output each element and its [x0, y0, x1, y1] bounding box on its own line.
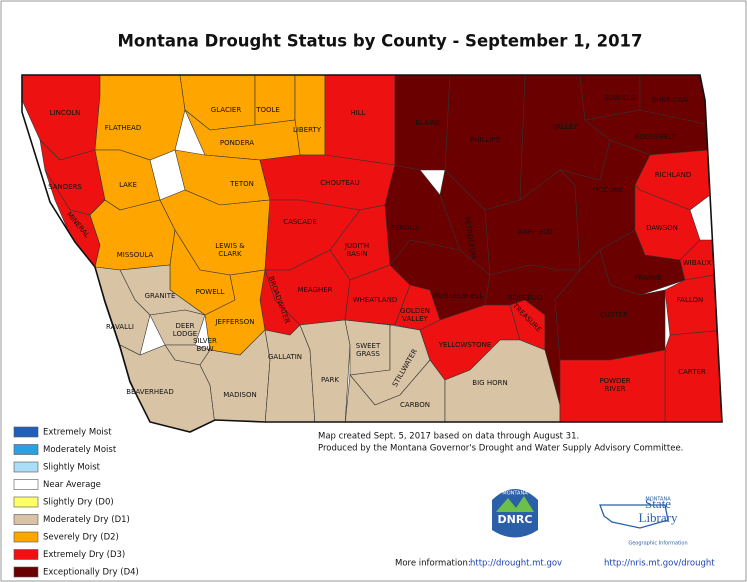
- county-label: GALLATIN: [268, 353, 302, 361]
- county-label: LIBERTY: [293, 126, 322, 134]
- logo-text: State Library: [639, 496, 678, 525]
- county-label: POWDER RIVER: [599, 377, 630, 393]
- map-title: Montana Drought Status by County - Septe…: [117, 32, 642, 51]
- county-label: POWELL: [196, 288, 225, 296]
- county-label: BLAINE: [415, 119, 440, 127]
- county-label: LEWIS & CLARK: [215, 242, 245, 258]
- legend-swatch: [13, 444, 39, 455]
- county-label: RAVALLI: [106, 323, 134, 331]
- county: [324, 75, 396, 166]
- logo-text: MONTANA: [502, 491, 528, 497]
- state-outline: [21, 74, 723, 433]
- note: Produced by the Montana Governor's Droug…: [318, 444, 683, 454]
- county-label: MUSSELSHELL: [433, 292, 483, 300]
- legend-swatch: [13, 426, 39, 438]
- legend-label: Exceptionally Dry (D4): [43, 568, 139, 578]
- county-label: ROOSEVELT: [634, 133, 676, 141]
- legend-label: Near Average: [43, 480, 101, 490]
- county-label: GARFIELD: [518, 228, 553, 236]
- legend-label: Severely Dry (D2): [43, 533, 119, 543]
- county-label: YELLOWSTONE: [438, 341, 492, 349]
- county-label: BIG HORN: [472, 379, 507, 387]
- county-label: JUDITH BASIN: [344, 242, 369, 258]
- county-label: JEFFERSON: [214, 318, 254, 326]
- more-info-label: More information:: [395, 559, 471, 569]
- county-label: TETON: [229, 180, 254, 188]
- legend-swatch: [13, 514, 39, 525]
- legend-label: Slightly Dry (D0): [43, 498, 114, 508]
- legend-swatch: [13, 479, 39, 490]
- legend-label: Extremely Moist: [43, 428, 112, 438]
- legend-swatch: [13, 549, 39, 560]
- legend-swatch: [13, 531, 39, 543]
- link[interactable]: http://drought.mt.gov: [470, 559, 562, 569]
- logo-text: Geographic Information: [628, 541, 687, 547]
- legend-label: Moderately Dry (D1): [43, 515, 130, 525]
- county-label: WIBAUX: [683, 259, 712, 267]
- county: [384, 164, 461, 266]
- county-label: CARBON: [400, 401, 430, 409]
- county-label: SILVER BOW: [193, 337, 217, 353]
- legend-label: Extremely Dry (D3): [43, 550, 125, 560]
- county-label: DEER LODGE: [173, 322, 197, 338]
- county-label: PRAIRIE: [634, 274, 661, 282]
- county-label: HILL: [350, 109, 365, 117]
- legend: Extremely Moist Moderately Moist Slightly …: [13, 426, 139, 578]
- county-label: LINCOLN: [50, 109, 81, 117]
- legend-swatch: [13, 461, 39, 473]
- county-label: LAKE: [119, 181, 137, 189]
- legend-label: Moderately Moist: [43, 445, 117, 455]
- county: [254, 75, 296, 126]
- county-label: MISSOULA: [117, 251, 154, 259]
- county-label: MCCONE: [593, 186, 624, 194]
- county-label: ROSEBUD: [508, 294, 543, 302]
- county-label: PONDERA: [220, 139, 254, 147]
- dnrc-logo: MONTANA DNRC: [492, 489, 538, 538]
- county-label: WHEATLAND: [353, 296, 398, 304]
- legend-label: Slightly Moist: [43, 463, 101, 473]
- county-label: SWEET GRASS: [356, 342, 381, 358]
- county-label: DANIELS: [605, 94, 636, 102]
- county-label: TOOLE: [255, 106, 280, 114]
- legend-swatch: [13, 496, 39, 508]
- county: [559, 349, 666, 432]
- county-label: GOLDEN VALLEY: [400, 307, 430, 323]
- county-label: GLACIER: [211, 106, 242, 114]
- county-map: [22, 75, 722, 432]
- county-label: VALLEY: [552, 123, 578, 131]
- county-label: MEAGHER: [297, 286, 332, 294]
- county-label: PHILLIPS: [470, 136, 501, 144]
- logo-outline: [599, 504, 669, 529]
- county-label: DAWSON: [646, 224, 678, 232]
- county-label: CUSTER: [600, 311, 628, 319]
- link[interactable]: http://nris.mt.gov/drought: [604, 559, 715, 569]
- county-label: CASCADE: [283, 218, 317, 226]
- county: [149, 309, 206, 346]
- county-label: SANDERS: [48, 183, 82, 191]
- county-label: SHERIDAN: [652, 96, 688, 104]
- county-label: CARTER: [678, 368, 706, 376]
- county-label: FLATHEAD: [105, 124, 141, 132]
- county-label: FALLON: [677, 296, 703, 304]
- county: [94, 75, 186, 161]
- county: [394, 75, 451, 171]
- county-label: PARK: [321, 376, 339, 384]
- county: [89, 199, 176, 271]
- county-label: FERGUS: [391, 224, 420, 232]
- logo-text: DNRC: [498, 513, 533, 526]
- legend-swatch: [13, 566, 39, 578]
- library-logo: MONTANA State Library Geographic Informat…: [599, 496, 688, 547]
- county-label: BEAVERHEAD: [126, 388, 174, 396]
- logo-mountains: [496, 496, 534, 512]
- logo-text: MONTANA: [645, 497, 671, 503]
- note: Map created Sept. 5, 2017 based on data …: [318, 432, 579, 442]
- county: [294, 75, 326, 156]
- county-label: RICHLAND: [655, 171, 692, 179]
- county-label: MADISON: [223, 391, 256, 399]
- county-label: CHOUTEAU: [320, 179, 359, 187]
- county-label: GRANITE: [145, 292, 176, 300]
